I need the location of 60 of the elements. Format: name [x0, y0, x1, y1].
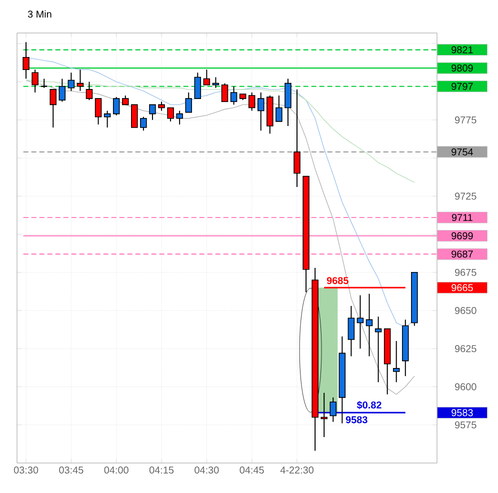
annotation: $0.82: [356, 401, 382, 410]
candlestick: [248, 92, 256, 112]
candlestick: [257, 92, 264, 132]
candlestick: [86, 81, 93, 101]
candlestick: [185, 92, 192, 113]
candlestick: [122, 95, 129, 106]
candlestick: [294, 88, 300, 188]
candlestick: [230, 86, 238, 106]
candlestick: [76, 69, 84, 92]
y-tick-label: 9725: [454, 192, 476, 200]
y-tick-label: 9650: [454, 306, 476, 314]
ref-line-label: 9821: [452, 46, 473, 54]
candlestick: [356, 294, 364, 350]
candlestick: [140, 116, 147, 132]
candlestick: [374, 316, 382, 383]
candlestick: [131, 104, 138, 128]
candlestick: [68, 72, 75, 92]
ref-line-label: 9797: [452, 82, 473, 90]
candlestick: [112, 96, 120, 116]
candlestick: [167, 107, 174, 122]
x-tick-label: 04:30: [194, 466, 219, 474]
candlestick: [366, 293, 373, 357]
y-tick-label: 9575: [454, 421, 476, 428]
candlestick: [330, 396, 337, 422]
ref-line-label: 9754: [452, 148, 473, 156]
candlestick: [149, 104, 156, 120]
ref-line-label: 9699: [452, 232, 473, 240]
annotation: 9685: [326, 277, 348, 284]
candlestick: [58, 78, 66, 102]
x-tick-label: 4-22:30: [280, 466, 314, 474]
y-tick-label: 9600: [454, 383, 476, 390]
text: 9583: [452, 409, 473, 416]
ref-line-label: 9687: [452, 250, 473, 258]
x-tick-label: 03:45: [59, 466, 84, 474]
candlestick: [320, 392, 328, 438]
y-tick-label: 9775: [454, 116, 476, 124]
y-tick-label: 9675: [454, 268, 476, 276]
candlestick: [203, 69, 210, 86]
candlestick: [176, 110, 183, 125]
candlestick: [50, 88, 57, 128]
candlestick: [22, 42, 30, 80]
x-tick-label: 04:45: [240, 466, 264, 474]
annotation: 9583: [346, 416, 368, 424]
candlestick: [392, 340, 400, 383]
candlestick: [221, 82, 228, 102]
candlestick: [194, 72, 202, 100]
x-tick-label: 04:00: [104, 466, 128, 474]
candlestick: [94, 98, 102, 125]
chart-title: 3 Min: [28, 10, 52, 18]
candlestick: [276, 95, 282, 122]
text: 9665: [452, 284, 473, 292]
candlestick: [32, 69, 38, 93]
x-tick-label: 04:15: [149, 466, 174, 474]
x-tick-label: 03:30: [14, 466, 38, 474]
candlestick: [158, 101, 165, 112]
ref-line-label: 9809: [452, 64, 473, 72]
candlestick: [348, 305, 355, 357]
ref-line-label: 9711: [452, 214, 472, 222]
y-tick-label: 9625: [454, 345, 476, 352]
candlestick: [104, 110, 111, 128]
